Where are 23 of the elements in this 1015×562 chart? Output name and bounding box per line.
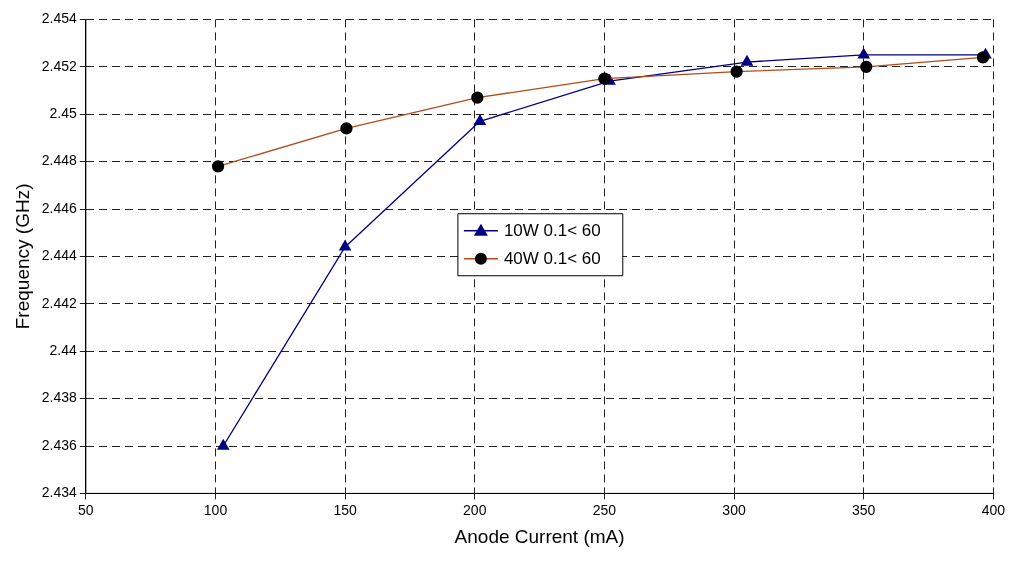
legend-label: 10W 0.1< 60 — [503, 221, 601, 241]
x-tick-label: 100 — [203, 501, 228, 518]
x-axis-title: Anode Current (mA) — [454, 525, 625, 547]
x-tick-label: 250 — [592, 501, 617, 518]
y-tick-label: 2.452 — [41, 57, 78, 74]
y-axis-title: Frequency (GHz) — [11, 183, 33, 330]
x-tick-label: 350 — [852, 501, 876, 518]
y-tick-label: 2.448 — [41, 152, 78, 169]
y-tick-label: 2.44 — [49, 342, 78, 359]
y-tick-label: 2.45 — [49, 105, 78, 122]
x-tick-label: 200 — [463, 501, 487, 518]
y-tick-label: 2.444 — [41, 247, 78, 264]
y-tick-label: 2.438 — [41, 389, 78, 406]
y-tick-label: 2.434 — [41, 484, 78, 501]
x-tick-label: 150 — [333, 501, 358, 518]
legend-label: 40W 0.1< 60 — [503, 249, 601, 269]
y-tick-label: 2.442 — [41, 294, 78, 311]
y-tick-label: 2.446 — [41, 199, 78, 216]
x-tick-label: 400 — [981, 501, 1006, 518]
x-tick-label: 300 — [722, 501, 746, 518]
y-tick-label: 2.454 — [41, 10, 78, 27]
y-tick-label: 2.436 — [41, 436, 78, 453]
x-tick-label: 50 — [78, 501, 94, 518]
